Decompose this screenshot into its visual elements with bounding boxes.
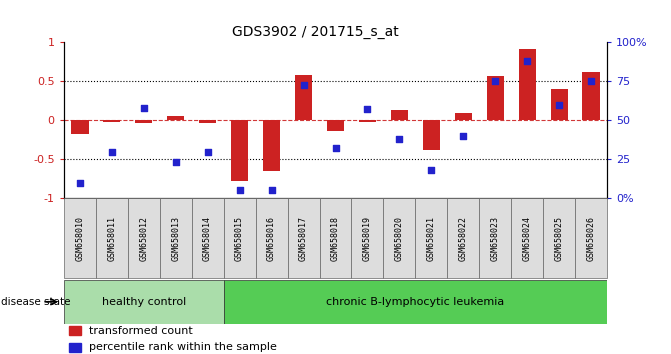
Text: GSM658025: GSM658025: [555, 216, 564, 261]
Text: GSM658017: GSM658017: [299, 216, 308, 261]
Bar: [479, 198, 511, 278]
Text: GSM658013: GSM658013: [171, 216, 180, 261]
Text: GSM658023: GSM658023: [491, 216, 500, 261]
Text: GDS3902 / 201715_s_at: GDS3902 / 201715_s_at: [232, 25, 399, 39]
Bar: [391, 110, 408, 120]
Point: [106, 149, 117, 154]
Bar: [544, 198, 575, 278]
Bar: [160, 198, 192, 278]
Bar: [256, 198, 288, 278]
Text: GSM658014: GSM658014: [203, 216, 212, 261]
Text: GSM658020: GSM658020: [395, 216, 404, 261]
Bar: [71, 120, 89, 133]
Bar: [550, 89, 568, 120]
Point: [426, 167, 437, 173]
Text: GSM658026: GSM658026: [586, 216, 596, 261]
Bar: [96, 198, 127, 278]
Bar: [135, 120, 152, 123]
Text: GSM658016: GSM658016: [267, 216, 276, 261]
Point: [266, 188, 277, 193]
Point: [298, 82, 309, 87]
Bar: [448, 198, 479, 278]
Bar: [575, 198, 607, 278]
Text: GSM658010: GSM658010: [75, 216, 85, 261]
Text: GSM658011: GSM658011: [107, 216, 116, 261]
Text: GSM658021: GSM658021: [427, 216, 436, 261]
Text: GSM658019: GSM658019: [363, 216, 372, 261]
Text: GSM658018: GSM658018: [331, 216, 340, 261]
Point: [490, 79, 501, 84]
Bar: [288, 198, 319, 278]
Point: [74, 180, 85, 185]
Bar: [327, 120, 344, 131]
Text: GSM658012: GSM658012: [139, 216, 148, 261]
Text: GSM658024: GSM658024: [523, 216, 532, 261]
Bar: [103, 120, 121, 122]
Point: [586, 79, 597, 84]
Point: [330, 145, 341, 151]
Bar: [454, 113, 472, 120]
Text: GSM658015: GSM658015: [235, 216, 244, 261]
Bar: [64, 280, 223, 324]
Point: [362, 107, 373, 112]
Text: transformed count: transformed count: [89, 326, 193, 336]
Point: [138, 105, 149, 111]
Bar: [199, 120, 217, 123]
Bar: [582, 72, 600, 120]
Bar: [263, 120, 280, 171]
Bar: [223, 198, 256, 278]
Bar: [231, 120, 248, 181]
Text: healthy control: healthy control: [101, 297, 186, 307]
Bar: [511, 198, 544, 278]
Bar: [69, 326, 81, 335]
Bar: [192, 198, 223, 278]
Bar: [519, 49, 536, 120]
Text: disease state: disease state: [1, 297, 71, 307]
Bar: [359, 120, 376, 122]
Point: [170, 160, 181, 165]
Point: [202, 149, 213, 154]
Bar: [383, 198, 415, 278]
Text: GSM658022: GSM658022: [459, 216, 468, 261]
Bar: [64, 198, 96, 278]
Text: percentile rank within the sample: percentile rank within the sample: [89, 342, 277, 352]
Bar: [295, 75, 312, 120]
Bar: [69, 343, 81, 352]
Point: [554, 102, 565, 108]
Bar: [352, 198, 383, 278]
Bar: [127, 198, 160, 278]
Bar: [319, 198, 352, 278]
Point: [522, 58, 533, 64]
Bar: [486, 76, 504, 120]
Point: [394, 136, 405, 142]
Point: [234, 188, 245, 193]
Text: chronic B-lymphocytic leukemia: chronic B-lymphocytic leukemia: [326, 297, 505, 307]
Bar: [423, 120, 440, 150]
Bar: [167, 116, 185, 120]
Bar: [415, 198, 448, 278]
Point: [458, 133, 469, 139]
Bar: [223, 280, 607, 324]
